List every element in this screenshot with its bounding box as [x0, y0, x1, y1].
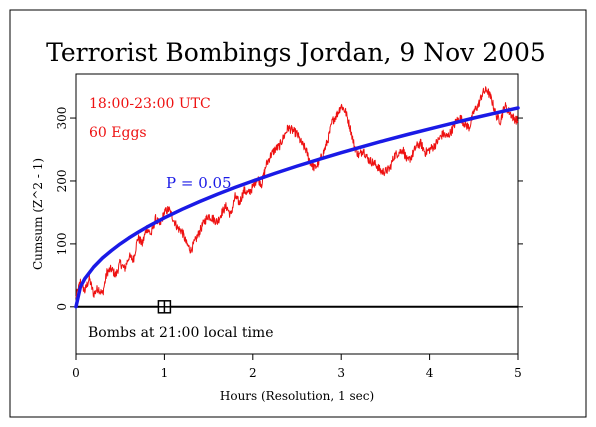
y-tick-label: 0	[55, 303, 69, 311]
time-range-annotation: 18:00-23:00 UTC	[89, 96, 211, 112]
chart-frame	[9, 9, 587, 418]
y-ticks: 0 100 200 300	[55, 107, 523, 311]
x-axis-label: Hours (Resolution, 1 sec)	[220, 389, 374, 403]
event-note-annotation: Bombs at 21:00 local time	[88, 325, 274, 341]
data-series-line	[75, 86, 519, 299]
y-tick-label: 200	[55, 170, 69, 193]
eggs-annotation: 60 Eggs	[89, 125, 147, 141]
event-marker-icon	[157, 300, 172, 314]
y-axis-label: Cumsum (Z^2 - 1)	[31, 158, 45, 270]
probability-annotation: P = 0.05	[166, 174, 232, 192]
y-tick-label: 300	[55, 107, 69, 130]
x-tick-label: 0	[72, 366, 80, 380]
x-tick-label: 2	[249, 366, 257, 380]
x-tick-label: 1	[161, 366, 169, 380]
series-layer	[74, 86, 520, 309]
x-tick-label: 5	[514, 366, 522, 380]
x-tick-label: 4	[426, 366, 434, 380]
x-ticks: 0 1 2 3 4 5	[72, 354, 522, 380]
plot-area	[75, 73, 519, 355]
probability-envelope-line	[74, 106, 520, 309]
y-tick-label: 100	[55, 232, 69, 255]
x-tick-label: 3	[337, 366, 345, 380]
chart-title: Terrorist Bombings Jordan, 9 Nov 2005	[46, 38, 546, 67]
